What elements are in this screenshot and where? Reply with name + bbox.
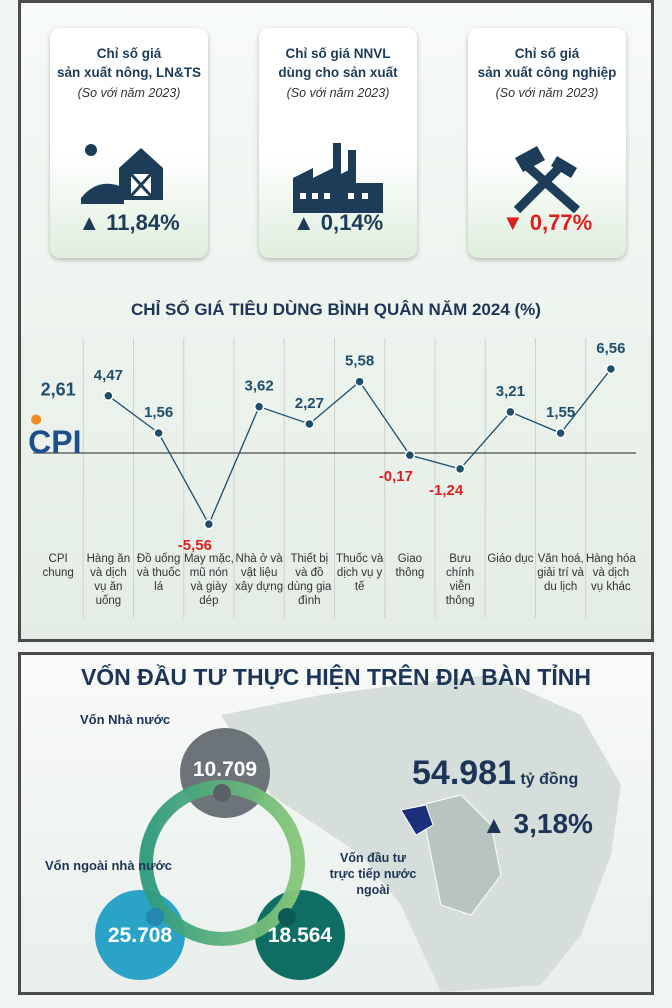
card-title: sản xuất nông, LN&TS xyxy=(56,65,201,80)
card-change: 0,14% xyxy=(320,210,384,235)
card: Chỉ số giá sản xuất công nghiệp (So với n… xyxy=(468,28,626,258)
card-title: Chỉ số giá NNVL xyxy=(285,46,391,61)
x-tick-label: Hàng hóa và dịch vụ khác xyxy=(585,553,636,593)
card-title: Chỉ số giá xyxy=(96,46,162,61)
value-label: 6,56 xyxy=(596,340,625,357)
value-label: -5,56 xyxy=(178,537,212,554)
point xyxy=(454,463,466,475)
overall-point xyxy=(31,414,42,425)
part-value: 18.564 xyxy=(267,924,333,947)
card-note: (So với năm 2023) xyxy=(495,86,599,100)
card-change: 0,77% xyxy=(529,210,593,235)
point xyxy=(354,376,365,387)
card-note: (So với năm 2023) xyxy=(77,86,181,100)
x-tick-label: CPI chung xyxy=(42,553,74,579)
value-label: 1,55 xyxy=(546,404,575,421)
point xyxy=(153,427,164,439)
total-unit: tỷ đồng xyxy=(520,771,579,788)
part-label: Vốn ngoài nhà nước xyxy=(45,858,172,873)
card-title: sản xuất công nghiệp xyxy=(477,65,617,80)
total: 54.981 tỷ đồng xyxy=(412,754,578,793)
point xyxy=(253,401,265,412)
x-tick-label: Hàng ăn và dịch vụ ăn uống xyxy=(86,553,131,607)
factory-icon xyxy=(293,143,383,213)
x-tick-label: Văn hoá, giải trí và du lịch xyxy=(537,553,584,593)
point xyxy=(555,427,566,439)
logo: CPI xyxy=(28,424,81,460)
x-tick-label: Nhà ở và vật liệu xây dựng xyxy=(235,553,284,593)
card-change: 11,84% xyxy=(106,210,180,235)
point xyxy=(103,390,114,402)
chart-title: CHỈ SỐ GIÁ TIÊU DÙNG BÌNH QUÂN NĂM 2024 … xyxy=(131,300,541,319)
card-title: Chỉ số giá xyxy=(514,46,580,61)
part-label: Vốn đầu tư trực tiếp nước ngoài xyxy=(329,851,417,897)
farm-icon xyxy=(81,144,163,204)
value-label: 5,58 xyxy=(345,353,374,370)
card: Chỉ số giá sản xuất nông, LN&TS (So với n… xyxy=(50,28,208,258)
value-label: 2,27 xyxy=(295,395,324,412)
part-value: 25.708 xyxy=(107,924,173,947)
value-label: 1,56 xyxy=(144,404,173,421)
x-tick-label: Thuốc và dịch vụ y tế xyxy=(335,553,384,593)
point xyxy=(203,518,215,530)
up-arrow: ▲ xyxy=(78,210,101,235)
x-tick-label: Thiết bị và đồ dùng gia đình xyxy=(287,553,332,607)
x-tick-label: Bưu chính viễn thông xyxy=(445,553,475,607)
total-change: ▲ 3,18% xyxy=(482,808,593,840)
card-title: dùng cho sản xuất xyxy=(278,65,398,80)
up-arrow: ▲ xyxy=(292,210,315,235)
card-note: (So với năm 2023) xyxy=(286,86,390,100)
value-label: 3,21 xyxy=(496,383,525,400)
point xyxy=(304,418,315,430)
value-label: -1,24 xyxy=(429,482,464,499)
change-value: 3,18% xyxy=(513,808,593,839)
part-label: Vốn Nhà nước xyxy=(80,712,171,727)
point xyxy=(505,406,516,418)
value-label: 2,61 xyxy=(41,380,76,400)
part-value: 10.709 xyxy=(192,758,258,781)
hammer-icon xyxy=(513,146,580,213)
investment-title: VỐN ĐẦU TƯ THỰC HIỆN TRÊN ĐỊA BÀN TỈNH xyxy=(80,664,592,690)
value-label: 4,47 xyxy=(94,367,123,384)
x-tick-label: May mặc, mũ nón và giày dép xyxy=(183,553,234,607)
down-arrow: ▼ xyxy=(501,210,524,235)
x-tick-label: Đồ uống và thuốc lá xyxy=(136,553,181,593)
value-label: 3,62 xyxy=(245,378,274,395)
card: Chỉ số giá NNVL dùng cho sản xuất (So với… xyxy=(259,28,417,258)
point xyxy=(404,449,416,461)
point xyxy=(605,363,617,375)
investment-graphic xyxy=(95,675,621,992)
x-tick-label: Giáo dục xyxy=(487,553,534,565)
line-chart: CPI 2,61 4,47 1,56 -5,56 3,62 2,27 5,58 -0,17 -1,… xyxy=(28,338,636,618)
total-value: 54.981 xyxy=(412,754,516,792)
x-tick-label: Giao thông xyxy=(395,553,425,579)
up-arrow: ▲ xyxy=(482,812,506,839)
value-label: -0,17 xyxy=(379,468,413,485)
